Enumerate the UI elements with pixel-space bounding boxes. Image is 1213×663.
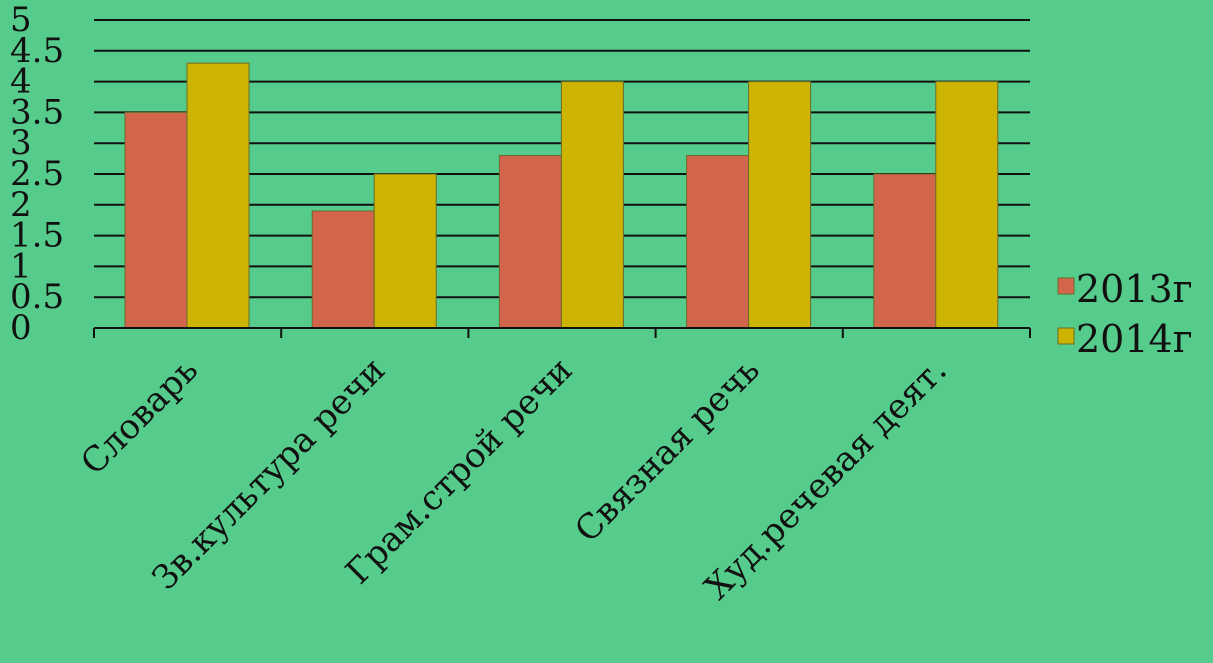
legend-swatch xyxy=(1057,327,1075,345)
bar-series-2 xyxy=(748,81,812,329)
bar-series-2 xyxy=(935,81,999,329)
x-tick-label: Связная речь xyxy=(567,350,767,550)
legend: 2013г 2014г xyxy=(1057,267,1193,361)
y-tick-label: 3 xyxy=(10,123,32,163)
y-axis-ticks: 00.511.522.533.544.55 xyxy=(10,0,64,348)
legend-swatch xyxy=(1057,277,1075,295)
bar-series-1 xyxy=(124,111,188,329)
legend-label: 2014г xyxy=(1076,317,1193,361)
y-tick-label: 2.5 xyxy=(10,154,64,194)
x-axis xyxy=(93,327,1031,338)
bar-series-2 xyxy=(186,62,250,329)
bar-series-2 xyxy=(373,173,437,329)
bar-series-2 xyxy=(560,81,624,329)
bar-series-1 xyxy=(498,155,562,329)
y-tick-label: 1.5 xyxy=(10,216,64,256)
bar-series-1 xyxy=(311,210,375,329)
y-tick-label: 0.5 xyxy=(10,277,64,317)
y-tick-label: 4 xyxy=(10,62,32,102)
y-tick-label: 5 xyxy=(10,0,32,40)
bars xyxy=(124,62,999,329)
bar-series-1 xyxy=(873,173,937,329)
y-tick-label: 2 xyxy=(10,185,32,225)
y-tick-label: 1 xyxy=(10,246,32,286)
y-tick-label: 0 xyxy=(10,308,32,348)
bar-series-1 xyxy=(686,155,750,329)
x-tick-label: Словарь xyxy=(73,350,206,483)
y-tick-label: 3.5 xyxy=(10,92,64,132)
legend-label: 2013г xyxy=(1076,267,1193,311)
y-tick-label: 4.5 xyxy=(10,31,64,71)
